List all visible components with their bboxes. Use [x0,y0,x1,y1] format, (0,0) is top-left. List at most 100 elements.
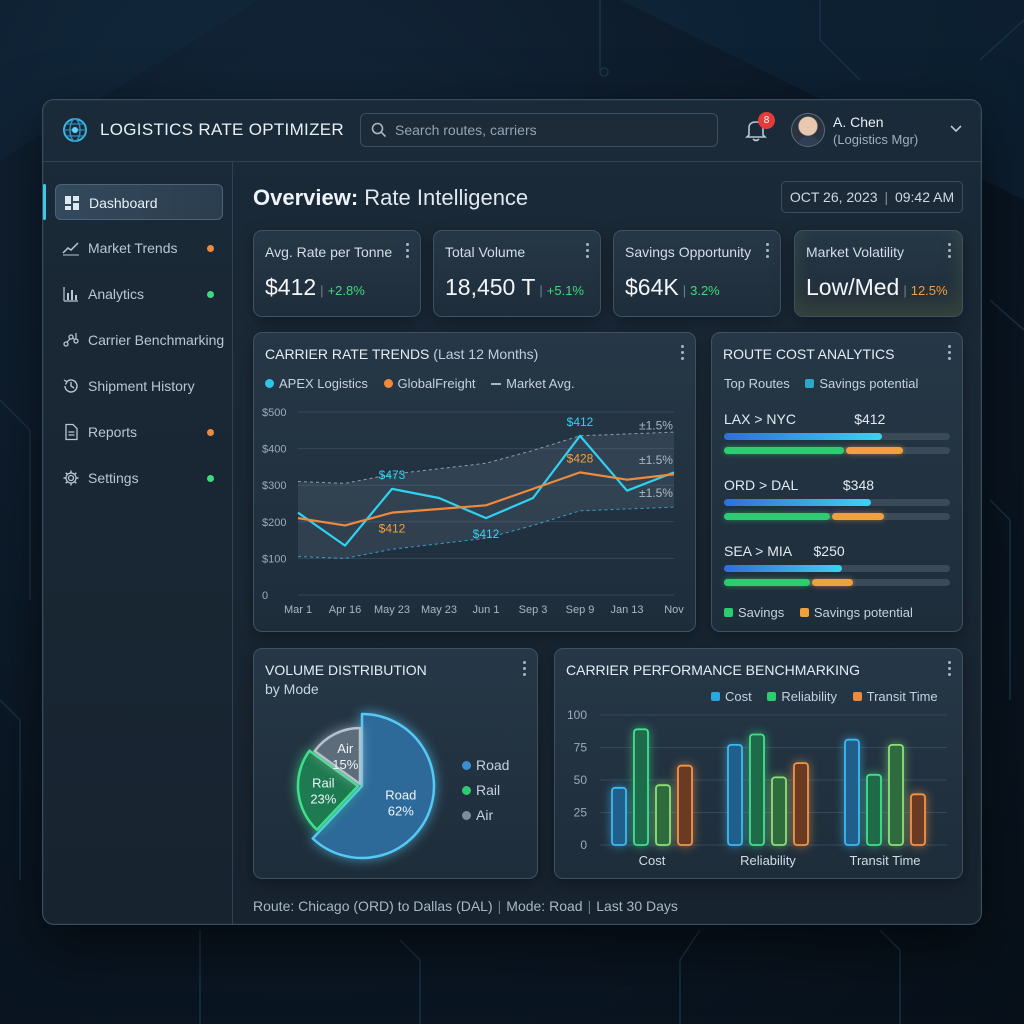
sidebar-item-carrier-benchmarking[interactable]: Carrier Benchmarking [55,322,225,358]
bar-reliability [749,733,765,846]
kpi-label: Avg. Rate per Tonne [265,244,393,260]
date-text: OCT 26, 2023 [789,189,878,205]
bar-cost [655,784,671,846]
y-tick-label: $100 [262,553,286,565]
card-title: CARRIER RATE TRENDS (Last 12 Months) [265,346,538,362]
kpi-value-text: Low/Med [806,274,900,300]
y-tick-label: 0 [580,838,587,852]
kpi-value: 18,450 T | +5.1% [445,274,584,300]
x-tick-label: Mar 1 [284,604,312,616]
route-name: ORD > DAL [724,477,799,493]
sidebar-item-settings[interactable]: Settings [55,460,223,496]
page-title-rest: Rate Intelligence [358,185,529,210]
carrier-benchmark-card: CARRIER PERFORMANCE BENCHMARKING Cost Re… [554,648,963,879]
y-tick-label: 25 [574,806,588,820]
sidebar-item-label: Carrier Benchmarking [88,332,225,348]
route-row[interactable]: ORD > DAL $348 [712,477,962,527]
bar-transit-time [888,744,904,846]
data-label: $412 [379,522,406,536]
history-icon [63,379,78,393]
route-savings-bar [724,513,831,520]
kebab-menu-icon[interactable] [681,345,685,363]
kebab-menu-icon[interactable] [948,661,952,679]
x-category-label: Reliability [740,853,796,868]
slice-percent: 15% [332,757,358,772]
card-subtitle: by Mode [265,681,319,697]
sidebar-item-label: Reports [88,424,138,440]
kpi-label: Savings Opportunity [625,244,752,260]
sidebar-item-dashboard[interactable]: Dashboard [55,184,223,220]
benchmark-bar-chart: 100 75 50 25 0 Cost Reliability Transit Time [567,708,947,868]
trend-line-icon [62,242,79,256]
sidebar-item-analytics[interactable]: Analytics [55,276,223,312]
kebab-menu-icon[interactable] [586,243,590,261]
footer-mode: Mode: Road [506,898,583,914]
app-window: LOGISTICS RATE OPTIMIZER 8 A. Chen (Logi… [42,99,982,925]
globe-logo-icon [63,118,87,142]
route-potential-bar [832,513,885,520]
legend-label: Cost [725,689,752,704]
search-box[interactable] [360,113,718,147]
avatar[interactable] [791,113,825,147]
data-label: $473 [379,468,406,482]
kebab-menu-icon[interactable] [948,345,952,363]
legend-item-transit-time: Transit Time [852,689,938,704]
sidebar-item-label: Analytics [88,286,145,302]
top-bar: LOGISTICS RATE OPTIMIZER 8 A. Chen (Logi… [43,100,981,162]
sidebar-item-shipment-history[interactable]: Shipment History [55,368,223,404]
kpi-card-savings[interactable]: Savings Opportunity $64K | 3.2% [613,230,781,317]
route-cost-bar [724,433,883,440]
x-tick-label: Sep 9 [566,604,595,616]
gear-icon [63,470,79,486]
time-text: 09:42 AM [894,189,955,205]
route-legend-bottom: Savings Savings potential [724,605,925,620]
legend-label: Savings [738,605,785,620]
search-input[interactable] [395,114,710,146]
kebab-menu-icon[interactable] [523,661,527,679]
route-name: SEA > MIA [724,543,793,559]
user-role: (Logistics Mgr) [833,132,919,147]
kebab-menu-icon[interactable] [406,243,410,261]
footer-period: Last 30 Days [596,898,678,914]
volume-legend: Road Rail Air [462,753,509,828]
x-tick-label: Jun 1 [473,604,500,616]
data-label: ±1.5% [639,486,673,500]
route-row[interactable]: SEA > MIA $250 [712,543,962,593]
route-potential-bar [812,579,853,586]
kpi-delta: 12.5% [910,283,948,298]
kpi-card-volatility[interactable]: Market Volatility Low/Med | 12.5% [794,230,963,317]
main-content: Overview: Rate Intelligence OCT 26, 2023… [233,162,981,924]
sidebar-item-label: Shipment History [88,378,195,394]
legend-savings-potential-top: Savings potential [805,376,918,391]
kebab-menu-icon[interactable] [948,243,952,261]
kpi-value: $412 | +2.8% [265,274,365,300]
kpi-card-avg-rate[interactable]: Avg. Rate per Tonne $412 | +2.8% [253,230,421,317]
sidebar-item-label: Market Trends [88,240,178,256]
legend-top-routes: Top Routes [724,376,790,391]
x-category-label: Cost [639,853,666,868]
data-label: $412 [473,527,500,541]
sidebar-item-reports[interactable]: Reports [55,414,223,450]
legend-label: GlobalFreight [397,376,476,391]
card-title: VOLUME DISTRIBUTION [265,662,427,678]
bar-reliability [771,776,787,846]
rate-trend-chart: $500 $400 $300 $200 $100 0 Mar 1 Apr 16 May 23 Ma… [262,407,684,616]
legend-item-reliability: Reliability [767,689,837,704]
x-tick-label: Jan 13 [610,604,643,616]
x-tick-label: May 23 [421,604,457,616]
sidebar-item-label: Settings [88,470,139,486]
legend-item-rail: Rail [462,778,509,803]
volume-distribution-card: VOLUME DISTRIBUTION by Mode Road 62% Rail 2… [253,648,538,879]
y-tick-label: $500 [262,407,286,419]
bar-chart-icon [63,287,78,302]
date-time-chip[interactable]: OCT 26, 2023 | 09:42 AM [781,181,963,213]
card-title: CARRIER PERFORMANCE BENCHMARKING [566,662,861,678]
kpi-card-total-volume[interactable]: Total Volume 18,450 T | +5.1% [433,230,601,317]
slice-percent: 62% [388,803,414,818]
kebab-menu-icon[interactable] [766,243,770,261]
chevron-down-icon[interactable] [949,124,963,134]
legend-savings: Savings [724,605,784,620]
route-row[interactable]: LAX > NYC $412 [712,411,962,461]
sidebar-item-market-trends[interactable]: Market Trends [55,230,223,266]
benchmark-legend: Cost Reliability Transit Time [711,689,938,704]
